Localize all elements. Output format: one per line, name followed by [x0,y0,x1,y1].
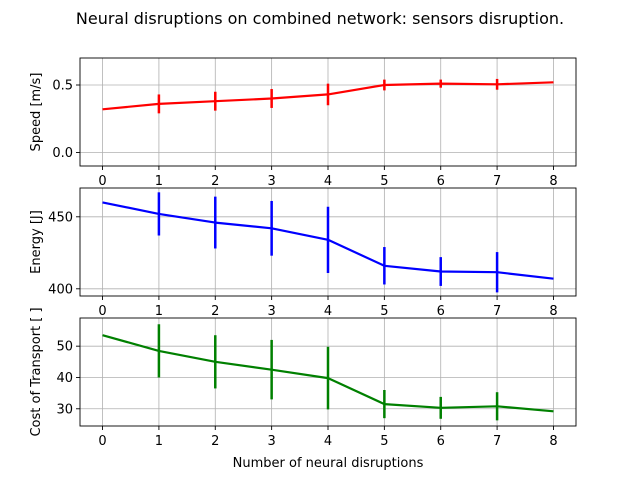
x-tick-label: 6 [437,434,445,449]
chart-panel-2: 0 1 2 3 4 5 6 7 8 400 450 Energy [J] [29,187,577,319]
x-tick-label: 1 [155,174,163,189]
x-tick-label: 8 [549,304,557,319]
x-tick-label: 5 [380,304,388,319]
x-tick-label: 6 [437,304,445,319]
x-tick-label: 3 [267,434,275,449]
x-tick-label: 0 [98,304,106,319]
x-tick-label: 8 [549,174,557,189]
series-line [102,201,554,280]
y-tick-label: 30 [56,402,73,417]
y-tick-label: 450 [48,210,73,225]
chart-title: Neural disruptions on combined network: … [76,9,564,28]
x-tick-label: 7 [493,174,501,189]
x-tick-label: 0 [98,434,106,449]
x-tick-label: 2 [211,434,219,449]
x-tick-label: 1 [155,304,163,319]
x-tick-label: 7 [493,304,501,319]
y-axis-label: Energy [J] [29,210,44,274]
x-tick-label: 2 [211,304,219,319]
y-axis-label: Cost of Transport [ ] [29,307,44,436]
x-tick-label: 8 [549,434,557,449]
y-tick-label: 0.5 [52,79,73,94]
x-tick-label: 4 [324,434,332,449]
y-tick-label: 0.0 [52,146,73,161]
x-tick-label: 1 [155,434,163,449]
x-tick-label: 7 [493,434,501,449]
y-tick-label: 40 [56,371,73,386]
x-tick-label: 4 [324,304,332,319]
x-tick-label: 5 [380,174,388,189]
y-axis-label: Speed [m/s] [29,73,44,152]
x-tick-label: 3 [267,304,275,319]
y-tick-label: 400 [48,282,73,297]
x-tick-label: 6 [437,174,445,189]
x-tick-label: 3 [267,174,275,189]
series-line [102,334,554,413]
x-tick-label: 4 [324,174,332,189]
x-tick-label: 5 [380,434,388,449]
y-tick-label: 50 [56,340,73,355]
x-tick-label: 0 [98,174,106,189]
x-axis-label: Number of neural disruptions [233,456,424,471]
x-tick-label: 2 [211,174,219,189]
gridlines [80,58,576,166]
chart-panel-1: 0 1 2 3 4 5 6 7 8 0.0 0.5 Speed [m/s] [29,57,577,189]
series-line [102,81,554,111]
